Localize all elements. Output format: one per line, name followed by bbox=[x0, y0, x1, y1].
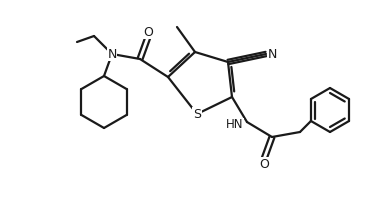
Text: N: N bbox=[107, 47, 117, 61]
Text: N: N bbox=[267, 47, 277, 61]
Text: O: O bbox=[143, 25, 153, 39]
Text: S: S bbox=[193, 107, 201, 121]
Text: O: O bbox=[259, 158, 269, 170]
Text: HN: HN bbox=[225, 119, 243, 132]
